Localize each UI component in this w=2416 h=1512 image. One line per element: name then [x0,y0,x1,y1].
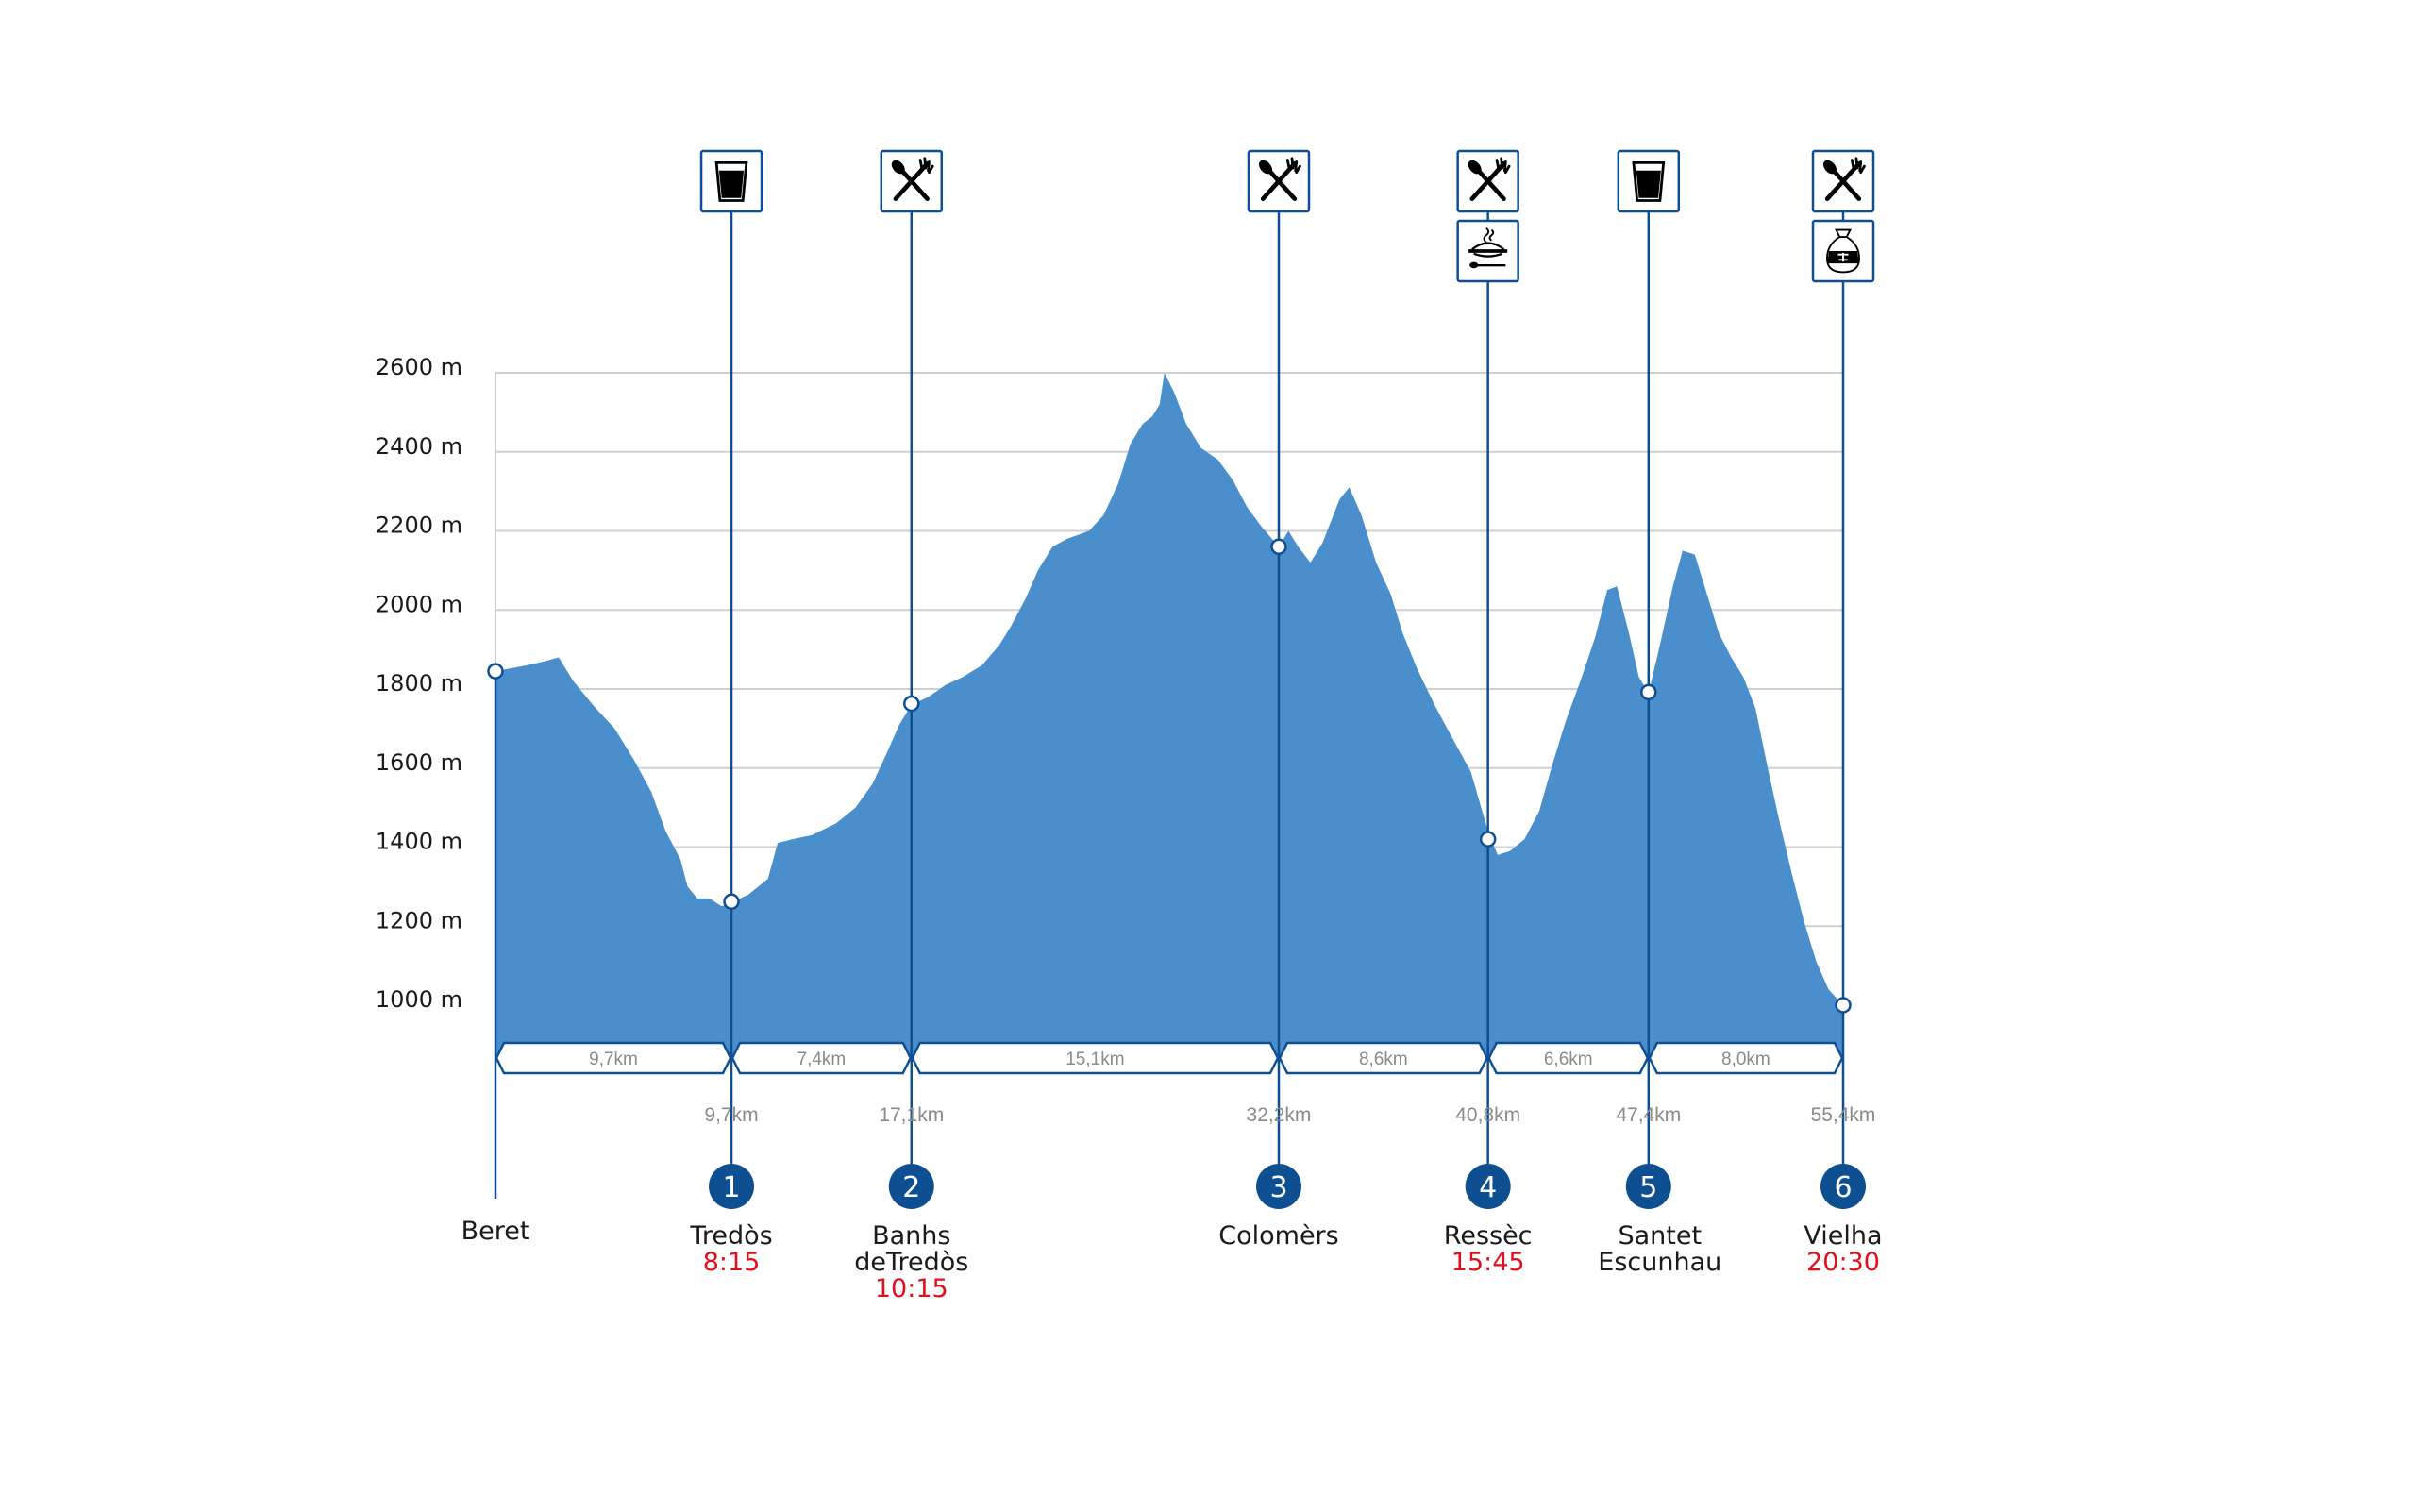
stop-number: 4 [1479,1171,1497,1204]
stop-number-badge [709,1164,755,1209]
stop-marker-point [1270,538,1287,555]
stop-number-badge [1820,1164,1866,1209]
y-tick-label: 2600 m [376,354,462,380]
y-tick-label: 1800 m [376,670,462,697]
elevation-area [495,373,1843,1058]
y-tick-label: 2400 m [376,433,462,460]
y-tick-label: 1600 m [376,749,462,776]
stop-marker-point [723,893,740,911]
fork-knife-icon [1811,149,1875,213]
stop-name: Colomèrs [1218,1221,1338,1251]
segment-distance-label: 6,6km [1544,1050,1593,1069]
drink-glass-icon [699,149,763,213]
segment-distance-label: 15,1km [1065,1050,1124,1069]
stop-name: Escunhau [1598,1248,1721,1277]
stop-name: deTredòs [854,1248,968,1277]
stop-km-label: 47,4km [1616,1104,1681,1126]
y-tick-label: 1200 m [376,907,462,933]
stop-km-label: 17,1km [879,1104,944,1126]
y-tick-label: 1000 m [376,986,462,1013]
stop-km-label: 32,2km [1247,1104,1312,1126]
stop-number: 1 [722,1171,740,1204]
stop-name: Tredòs [689,1221,772,1251]
area-layer [495,373,1843,1058]
stop-time: 20:30 [1806,1248,1880,1277]
stop-km-label: 55,4km [1811,1104,1876,1126]
hot-dish-icon [1456,219,1519,283]
stop-name: Santet [1618,1221,1702,1251]
stop-number-badge [1465,1164,1511,1209]
stop-km-label: 9,7km [704,1104,758,1126]
fork-knife-icon [1247,149,1311,213]
stop-marker-point [1835,997,1852,1014]
y-tick-label: 2200 m [376,512,462,539]
stop-name: Banhs [872,1221,950,1251]
stop-time: 10:15 [875,1274,948,1303]
stop-number: 3 [1269,1171,1287,1204]
stop-marker-point [1479,831,1497,848]
stop-name: Ressèc [1444,1221,1533,1251]
marker-layer [487,538,1852,1014]
stop-number-badge [888,1164,934,1209]
stop-number-badge [1255,1164,1301,1209]
stop-marker-point [487,663,504,680]
bag-icon [1811,219,1875,283]
stop-km-label: 40,8km [1455,1104,1520,1126]
y-tick-label: 2000 m [376,591,462,617]
stop-name: Vielha [1804,1221,1882,1251]
stop-number: 5 [1639,1171,1657,1204]
stop-marker-point [903,695,920,713]
drink-glass-icon [1617,149,1681,213]
stop-time: 15:45 [1451,1248,1525,1277]
y-tick-label: 1400 m [376,829,462,855]
stop-number: 2 [902,1171,920,1204]
stop-number-badge [1625,1164,1671,1209]
stop-time: 8:15 [703,1248,761,1277]
segment-distance-label: 7,4km [797,1050,847,1069]
stop-marker-point [1640,683,1657,701]
fork-knife-icon [1456,149,1519,213]
segment-layer: 9,7km 7,4km 15,1km 8,6km 6,6km 8,0km [495,1041,1844,1075]
segment-distance-label: 9,7km [589,1050,638,1069]
segment-distance-label: 8,6km [1359,1050,1408,1069]
fork-knife-icon [880,149,944,213]
stop-name: Beret [461,1217,530,1246]
segment-distance-label: 8,0km [1721,1050,1770,1069]
stop-number: 6 [1834,1171,1852,1204]
